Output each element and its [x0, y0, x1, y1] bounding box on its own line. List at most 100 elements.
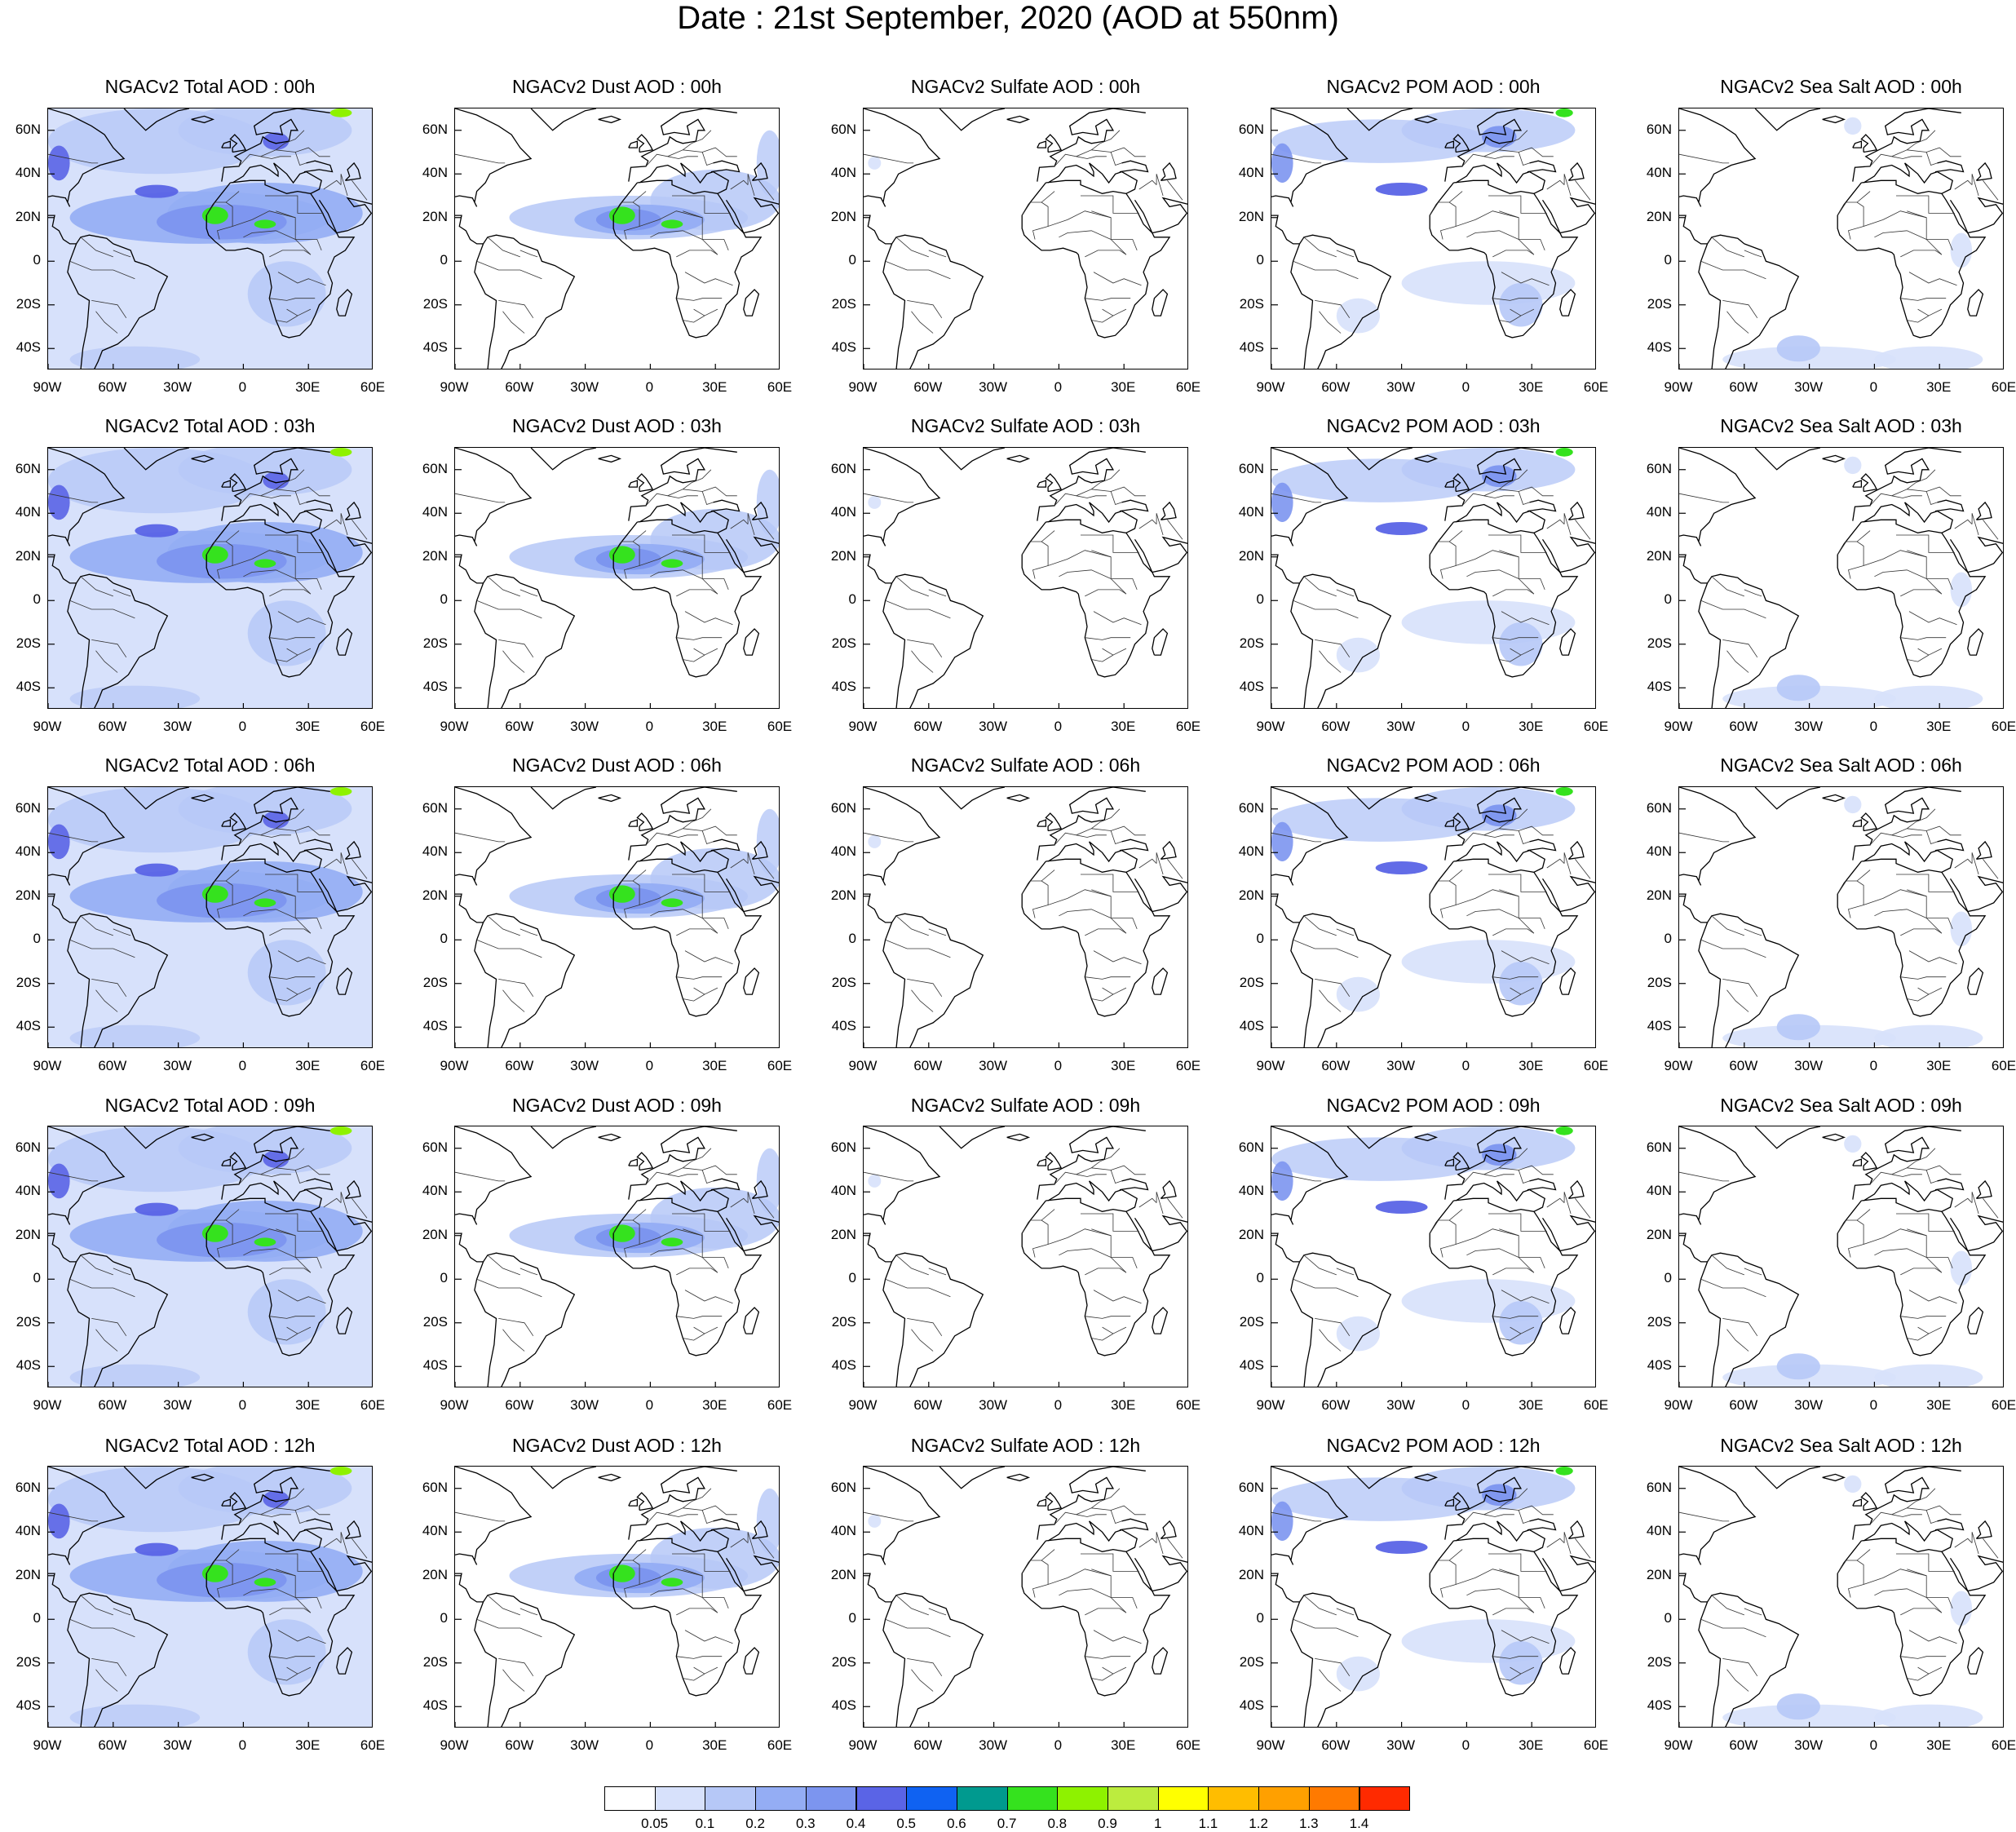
- map-panel-sulfate: [863, 447, 1188, 709]
- country-border: [323, 1197, 342, 1208]
- coastline-redsea_black: [1527, 1518, 1557, 1531]
- coastline-namerica: [864, 448, 941, 547]
- coastline-iceland: [191, 794, 215, 803]
- y-tick-label: 40N: [1646, 1523, 1672, 1539]
- coastline-greenland: [530, 1126, 597, 1149]
- country-border: [1156, 1532, 1164, 1555]
- country-border: [1869, 486, 1961, 507]
- y-tick-label: 40N: [422, 504, 448, 520]
- coastline-samerica: [1698, 1261, 1722, 1387]
- country-border: [683, 654, 705, 662]
- x-tick-label: 90W: [1664, 379, 1693, 395]
- y-tick-label: 20S: [1239, 1653, 1264, 1670]
- country-border: [1971, 513, 1979, 536]
- country-border: [276, 1488, 305, 1509]
- map-canvas: [1679, 108, 2003, 369]
- country-border: [1315, 1318, 1351, 1337]
- country-border: [676, 589, 718, 597]
- country-border: [1837, 1560, 1884, 1586]
- aod-field: [1874, 1704, 1983, 1727]
- country-border: [758, 1198, 775, 1219]
- coastline-camerica: [1679, 215, 1745, 245]
- coastline-camerica: [864, 554, 930, 584]
- coastline-iceland: [191, 115, 215, 124]
- country-border: [1076, 1514, 1107, 1517]
- x-tick-label: 60E: [360, 1058, 386, 1073]
- aod-field: [254, 559, 276, 569]
- x-tick-label: 60W: [913, 1058, 943, 1073]
- y-tick-label: 20N: [1238, 887, 1264, 903]
- coastline-mediterranean: [1863, 1180, 1953, 1212]
- coastline-britain: [229, 134, 247, 153]
- coastline-caspian: [1567, 1520, 1585, 1539]
- country-border: [1167, 1198, 1183, 1219]
- y-tick-label: 60N: [422, 460, 448, 476]
- x-tick-label: 30W: [979, 1058, 1008, 1073]
- x-tick-label: 30E: [702, 719, 727, 734]
- country-border: [294, 491, 307, 506]
- country-border: [1908, 1630, 1957, 1644]
- y-tick-label: 20N: [1646, 887, 1672, 903]
- panel-title: NGACv2 Sea Salt AOD : 00h: [1720, 76, 1962, 97]
- country-border: [645, 147, 737, 167]
- y-tick-label: 20S: [1239, 1313, 1264, 1330]
- aod-field: [254, 898, 276, 908]
- x-tick-label: 30E: [1111, 1397, 1136, 1413]
- coastline-camerica: [48, 1573, 114, 1603]
- country-border: [1499, 654, 1522, 662]
- y-tick-label: 40S: [831, 1018, 856, 1034]
- country-border: [1501, 1290, 1550, 1304]
- x-tick-label: 90W: [33, 1397, 62, 1413]
- x-tick-label: 30W: [1794, 719, 1824, 734]
- country-border: [632, 1549, 647, 1561]
- coastline-africa: [1837, 858, 1987, 1017]
- country-border: [95, 1329, 118, 1352]
- map-canvas: [455, 448, 779, 708]
- country-border: [1908, 1290, 1957, 1304]
- coastline-greenland: [1754, 1126, 1821, 1149]
- country-border: [1474, 550, 1519, 560]
- y-tick-label: 20N: [1646, 1566, 1672, 1582]
- country-border: [730, 519, 749, 529]
- country-border: [1926, 578, 1953, 591]
- country-border: [911, 1329, 934, 1352]
- aod-field: [1874, 685, 1983, 708]
- map-panel-seasalt: [1678, 447, 2004, 709]
- country-border: [1102, 1666, 1127, 1675]
- coastline-caspian: [1975, 162, 1992, 181]
- country-border: [1085, 589, 1127, 597]
- coastline-samerica_e: [1317, 582, 1392, 708]
- country-border: [217, 905, 233, 918]
- y-tick-label: 40S: [15, 339, 41, 356]
- country-border: [1091, 315, 1114, 323]
- y-tick-label: 20N: [422, 547, 448, 564]
- country-border: [1021, 201, 1068, 228]
- country-border: [276, 130, 305, 151]
- y-tick-label: 0: [33, 1270, 41, 1286]
- country-border: [251, 550, 296, 560]
- country-border: [1926, 239, 1953, 251]
- coastline-greenland: [939, 448, 1006, 471]
- aod-field: [247, 1279, 326, 1345]
- x-tick-label: 90W: [1664, 1397, 1693, 1413]
- aod-field: [247, 940, 326, 1006]
- x-tick-label: 90W: [1256, 379, 1285, 395]
- coastline-greenland: [1754, 108, 1821, 131]
- country-border: [1907, 1488, 1936, 1509]
- map-panel-seasalt: [1678, 108, 2004, 369]
- x-tick-label: 90W: [1664, 1058, 1693, 1073]
- country-border: [1518, 830, 1530, 845]
- country-border: [885, 1618, 951, 1638]
- coastline-arabia: [1541, 875, 1595, 913]
- colorbar-label: 0.3: [795, 1816, 816, 1831]
- country-border: [658, 550, 703, 560]
- country-border: [323, 1538, 342, 1548]
- country-border: [693, 308, 718, 316]
- x-tick-label: 30W: [570, 719, 599, 734]
- country-border: [1448, 530, 1463, 542]
- country-border: [1440, 226, 1457, 240]
- coastline-mediterranean: [1047, 162, 1138, 194]
- country-border: [1466, 1588, 1519, 1598]
- colorbar-label: 1.1: [1198, 1816, 1218, 1831]
- country-border: [487, 576, 520, 597]
